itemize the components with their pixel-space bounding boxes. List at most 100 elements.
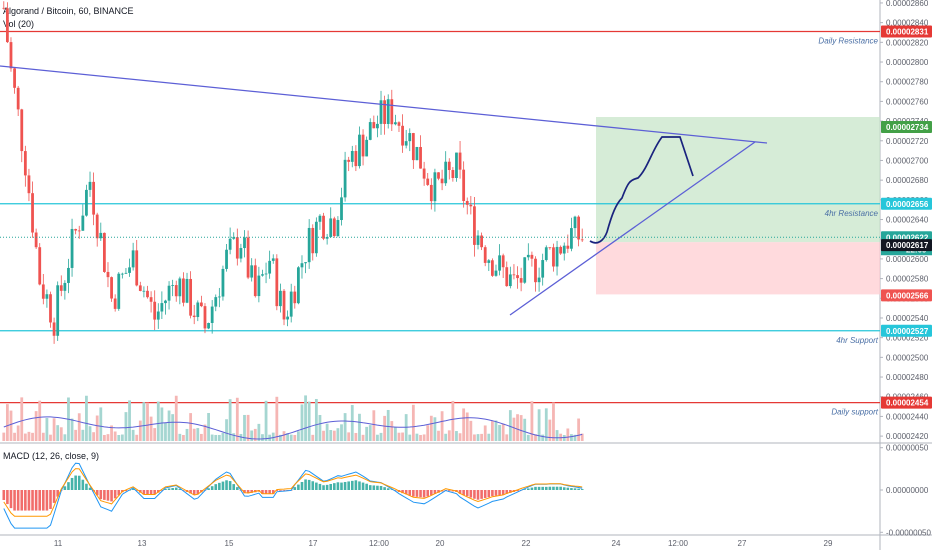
candle-body: [552, 247, 555, 267]
macd-histogram-bar: [160, 490, 164, 491]
candle-body: [27, 175, 31, 194]
candle-body: [20, 109, 24, 152]
candle-body: [419, 147, 422, 169]
macd-histogram-bar: [153, 490, 156, 495]
macd-histogram-bar: [196, 490, 200, 495]
level-price-text: 0.00002656: [886, 200, 929, 209]
volume-bar: [88, 426, 92, 441]
volume-bar: [322, 430, 325, 441]
volume-bar: [138, 420, 142, 441]
macd-histogram-bar: [437, 490, 440, 493]
candle-body: [160, 303, 164, 312]
volume-bar: [289, 434, 293, 441]
volume-bar: [106, 434, 110, 441]
candle-body: [318, 215, 322, 222]
level-label: 4hr Resistance: [825, 209, 879, 218]
candle-body: [120, 273, 124, 275]
volume-bar: [340, 424, 343, 441]
volume-bar: [555, 430, 559, 441]
candle-body: [203, 306, 207, 329]
macd-histogram-bar: [358, 481, 361, 490]
candle-body: [379, 100, 383, 124]
macd-histogram-bar: [124, 490, 128, 492]
candle-body: [526, 254, 530, 258]
candle-body: [41, 284, 45, 299]
x-tick-label: 11: [54, 539, 63, 548]
candle-body: [264, 273, 268, 275]
volume-bar: [379, 432, 383, 441]
volume-bar: [519, 415, 523, 441]
y-tick-label: 0.00002640: [886, 216, 929, 225]
macd-histogram-bar: [171, 488, 174, 490]
candle-body: [329, 218, 333, 237]
candle-body: [555, 246, 559, 267]
candle-body: [70, 228, 74, 268]
candle-body: [16, 87, 20, 110]
macd-histogram-bar: [552, 486, 555, 490]
candle-body: [408, 133, 412, 142]
stop-price-text: 0.00002566: [886, 291, 929, 300]
candle-body: [580, 239, 584, 241]
y-tick-label: 0.00002420: [886, 432, 929, 441]
volume-bar: [146, 402, 149, 441]
candle-body: [469, 204, 473, 207]
volume-bar: [314, 398, 318, 441]
descending-trendline: [0, 65, 768, 144]
x-tick-label: 29: [824, 539, 833, 548]
candle-body: [307, 227, 311, 263]
macd-histogram-bar: [88, 487, 92, 490]
volume-bar: [164, 422, 167, 441]
y-tick-label: 0.00002480: [886, 373, 929, 382]
volume-bar: [243, 414, 246, 441]
candle-body: [465, 201, 469, 205]
candle-body: [541, 260, 545, 278]
macd-histogram-bar: [318, 483, 322, 490]
candle-body: [505, 267, 509, 287]
macd-histogram-bar: [376, 485, 379, 490]
macd-histogram-bar: [350, 480, 354, 490]
stop-zone: [596, 242, 880, 295]
candle-body: [99, 232, 103, 239]
candle-body: [271, 258, 275, 261]
macd-histogram-bar: [67, 482, 70, 490]
candle-body: [325, 236, 329, 239]
volume-bar: [27, 431, 31, 441]
candle-body: [458, 152, 462, 170]
symbol-legend: Algorand / Bitcoin, 60, BINANCE: [3, 6, 134, 16]
volume-bar: [343, 413, 347, 441]
candle-body: [253, 265, 257, 297]
volume-bar: [483, 425, 487, 441]
projection-path: [589, 136, 694, 244]
volume-bar: [85, 395, 88, 441]
candle-body: [235, 237, 239, 259]
volume-bar: [9, 410, 13, 441]
volume-bar: [279, 434, 282, 441]
level-price-badge: [881, 25, 932, 38]
macd-histogram-bar: [142, 490, 146, 495]
volume-bar: [429, 415, 433, 441]
level-price-badge: [881, 197, 932, 210]
volume-bar: [153, 428, 157, 441]
candle-body: [347, 159, 351, 162]
volume-bar: [458, 433, 462, 441]
candle-body: [217, 296, 221, 298]
volume-bar: [580, 433, 584, 441]
candle-body: [451, 170, 455, 178]
candle-body: [530, 254, 534, 259]
macd-histogram-bar: [232, 484, 236, 490]
volume-bar: [372, 410, 376, 441]
level-label: Daily support: [831, 408, 878, 417]
volume-bar: [523, 418, 527, 441]
volume-bar: [325, 423, 329, 441]
y-tick-label: 0.00002840: [886, 19, 929, 28]
candle-body: [476, 235, 480, 245]
volume-bar: [358, 413, 361, 441]
candle-body: [153, 301, 157, 320]
macd-histogram-bar: [113, 490, 117, 499]
volume-bar: [217, 434, 221, 441]
macd-histogram-bar: [268, 490, 271, 494]
macd-histogram-bar: [131, 488, 135, 490]
candle-body: [74, 228, 78, 231]
x-tick-label: 15: [225, 539, 234, 548]
